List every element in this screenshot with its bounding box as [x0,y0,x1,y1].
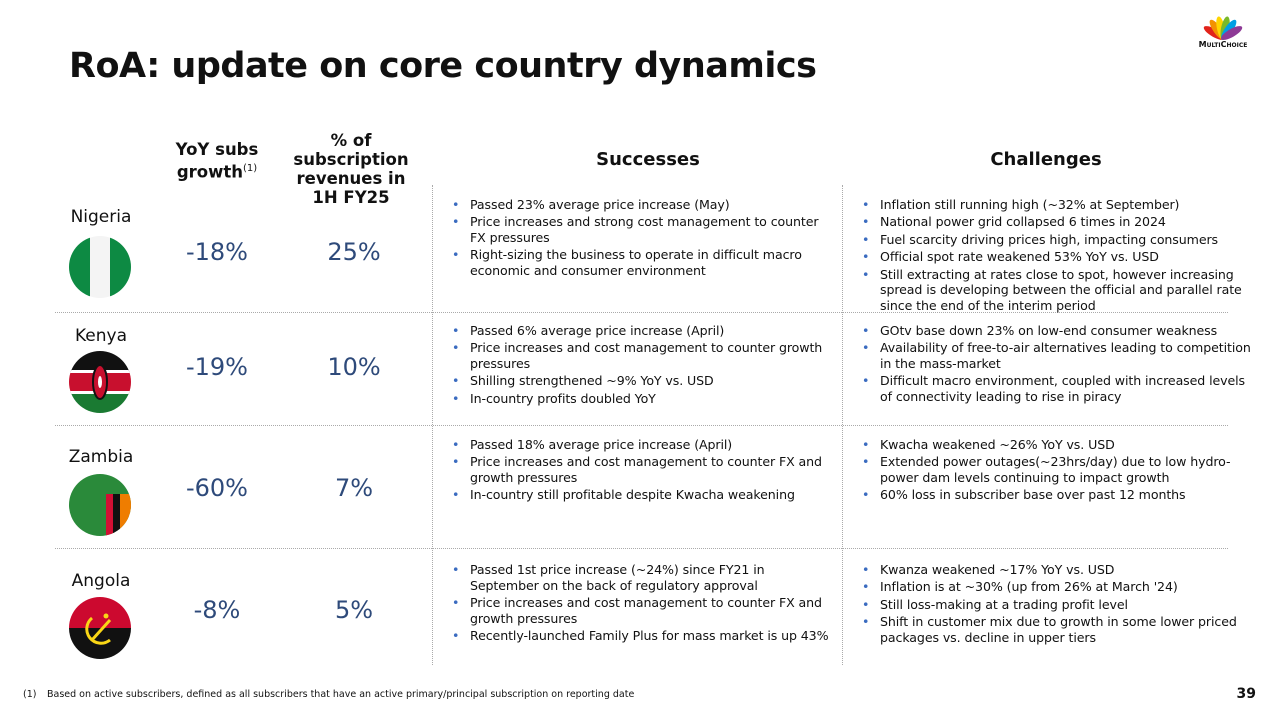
country-name: Kenya [74,326,127,346]
challenge-item: Kwacha weakened ~26% YoY vs. USD [862,437,1257,453]
country-name: Angola [71,571,131,591]
header-yoy-text: YoY subs growth [175,140,259,182]
challenge-item: National power grid collapsed 6 times in… [862,214,1257,230]
title: RoA: update on core country dynamics [69,46,817,86]
successe-item: Right-sizing the business to operate in … [452,247,837,278]
revenue-share: 10% [327,353,381,381]
successe-item: In-country still profitable despite Kwac… [452,487,837,503]
successes-list: Passed 18% average price increase (April… [452,437,837,505]
yoy-growth: -18% [185,238,248,266]
flag-kenya [69,351,131,413]
challenge-item: Shift in customer mix due to growth in s… [862,614,1257,645]
successe-item: Price increases and strong cost manageme… [452,214,837,245]
revenue-share: 5% [334,596,374,624]
challenge-item: 60% loss in subscriber base over past 12… [862,487,1257,503]
footnote-ref: (1) [243,163,258,174]
successes-list: Passed 23% average price increase (May)P… [452,197,837,280]
challenges-list: Inflation still running high (~32% at Se… [862,197,1257,315]
row-divider [55,312,1228,313]
successe-item: Price increases and cost management to c… [452,595,837,626]
challenge-item: Official spot rate weakened 53% YoY vs. … [862,249,1257,265]
challenge-item: Extended power outages(~23hrs/day) due t… [862,454,1257,485]
successe-item: Price increases and cost management to c… [452,454,837,485]
successe-item: In-country profits doubled YoY [452,391,837,407]
challenge-item: Inflation still running high (~32% at Se… [862,197,1257,213]
challenge-item: Availability of free-to-air alternatives… [862,340,1257,371]
country-name: Zambia [68,447,134,467]
header-successes: Successes [596,149,700,170]
logo-text: MultiChoice [1198,40,1248,49]
challenge-item: Difficult macro environment, coupled wit… [862,373,1257,404]
successe-item: Shilling strengthened ~9% YoY vs. USD [452,373,837,389]
challenges-list: Kwacha weakened ~26% YoY vs. USDExtended… [862,437,1257,505]
successe-item: Passed 1st price increase (~24%) since F… [452,562,837,593]
successe-item: Price increases and cost management to c… [452,340,837,371]
challenges-list: Kwanza weakened ~17% YoY vs. USDInflatio… [862,562,1257,647]
yoy-growth: -60% [185,474,248,502]
successes-list: Passed 1st price increase (~24%) since F… [452,562,837,645]
row-divider [55,548,1228,549]
successe-item: Recently-launched Family Plus for mass m… [452,628,837,644]
challenge-item: Still extracting at rates close to spot,… [862,267,1257,314]
challenge-item: Still loss-making at a trading profit le… [862,597,1257,613]
challenge-item: Kwanza weakened ~17% YoY vs. USD [862,562,1257,578]
header-share: % of subscription revenues in 1H FY25 [293,131,409,207]
country-name: Nigeria [70,207,132,227]
revenue-share: 25% [327,238,381,266]
footnote-text: Based on active subscribers, defined as … [47,689,635,700]
challenge-item: Fuel scarcity driving prices high, impac… [862,232,1257,248]
successe-item: Passed 6% average price increase (April) [452,323,837,339]
successe-item: Passed 23% average price increase (May) [452,197,837,213]
challenges-list: GOtv base down 23% on low-end consumer w… [862,323,1257,406]
yoy-growth: -8% [193,596,241,624]
challenge-item: GOtv base down 23% on low-end consumer w… [862,323,1257,339]
header-challenges: Challenges [990,149,1102,170]
logo-icon [1203,16,1243,40]
revenue-share: 7% [334,474,374,502]
flag-zambia [69,474,131,536]
page-number: 39 [1236,686,1256,702]
yoy-growth: -19% [185,353,248,381]
footnote-marker: (1) [23,689,37,700]
row-divider [55,425,1228,426]
successes-list: Passed 6% average price increase (April)… [452,323,837,408]
successe-item: Passed 18% average price increase (April… [452,437,837,453]
flag-angola [69,597,131,659]
flag-nigeria [69,236,131,298]
challenge-item: Inflation is at ~30% (up from 26% at Mar… [862,579,1257,595]
header-yoy: YoY subs growth(1) [167,140,267,182]
